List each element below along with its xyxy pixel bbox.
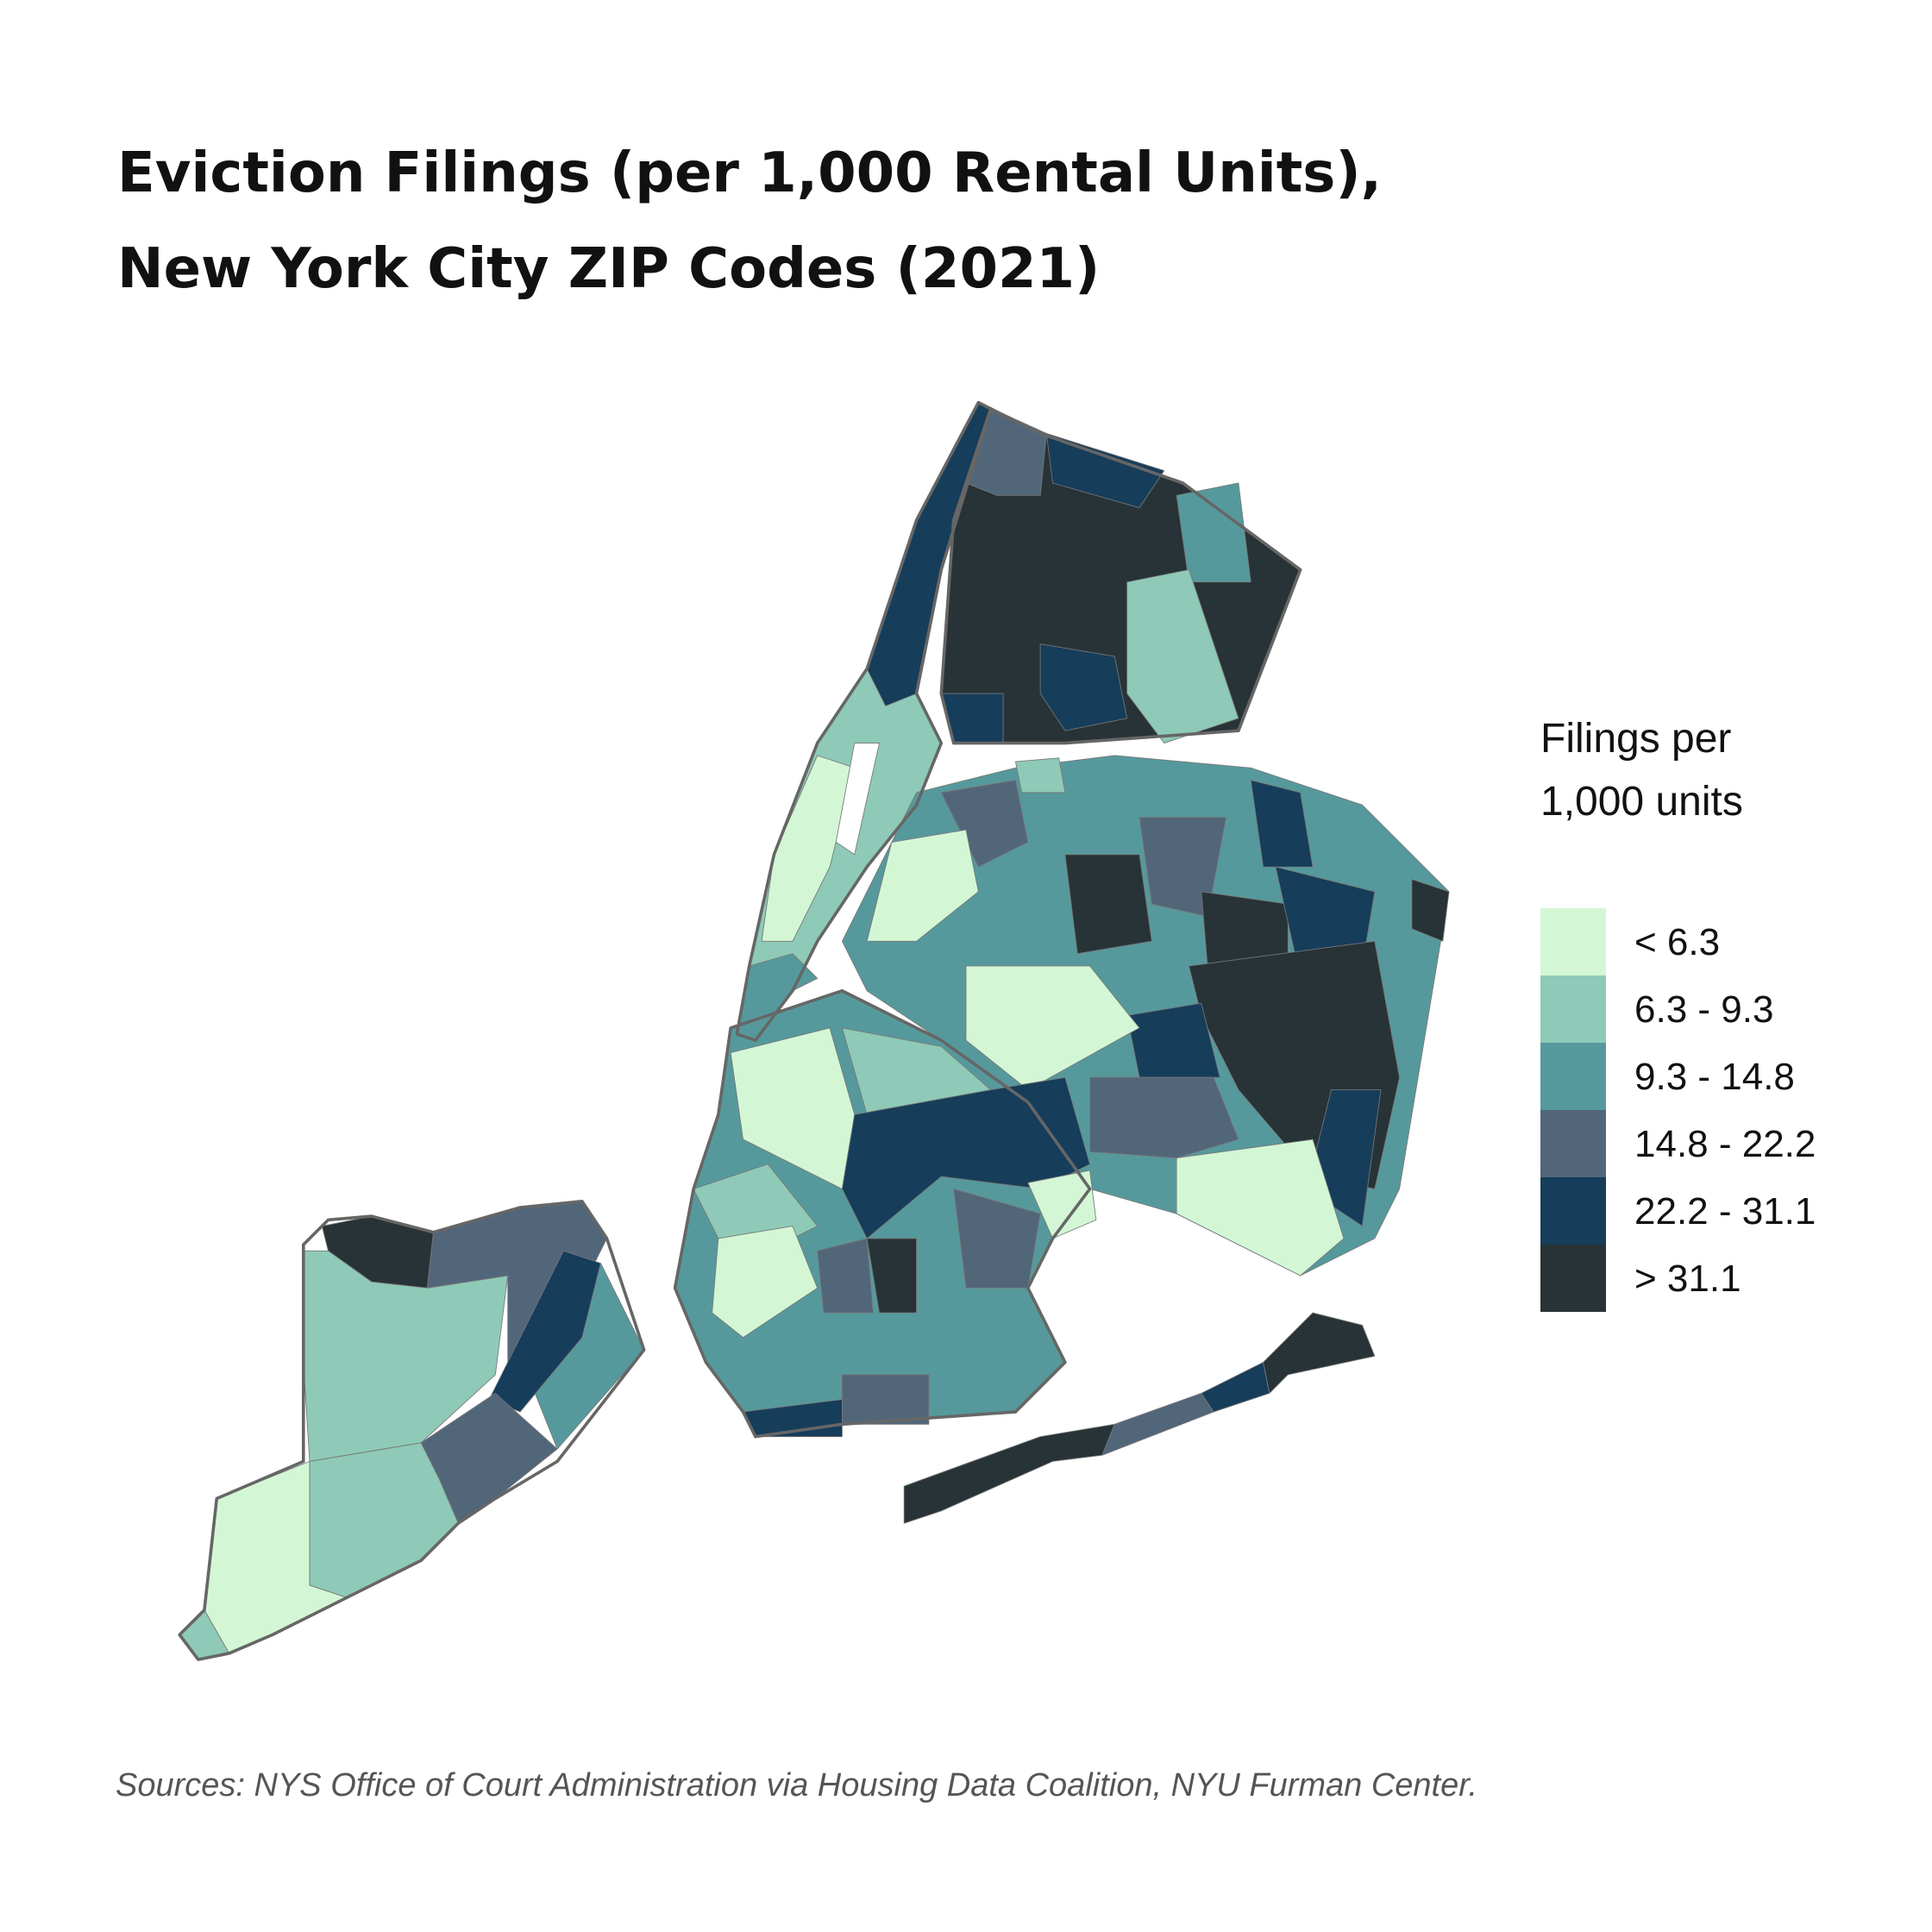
- zip-area: [1027, 1170, 1097, 1239]
- zip-area: [1015, 757, 1066, 794]
- legend-label: 6.3 - 9.3: [1634, 988, 1773, 1031]
- zip-area: [1039, 643, 1128, 731]
- zip-area: [841, 1374, 930, 1425]
- legend: < 6.3 6.3 - 9.3 9.3 - 14.8 14.8 - 22.2 22.2 …: [1540, 908, 1816, 1312]
- legend-swatch: [1540, 975, 1606, 1043]
- zip-area: [903, 1423, 1115, 1524]
- source: Sources: NYS Office of Court Administrat…: [116, 1767, 1477, 1803]
- zip-area: [761, 755, 856, 942]
- zip-area: [488, 1250, 601, 1413]
- zip-area: [1064, 854, 1152, 955]
- borough-outline: [178, 1200, 646, 1661]
- zip-area: [712, 1226, 819, 1339]
- zip-area: [965, 965, 1140, 1091]
- zip-area: [1101, 1392, 1214, 1456]
- zip-area: [1126, 1002, 1220, 1078]
- zip-area: [1201, 1362, 1270, 1413]
- zip-area: [1126, 569, 1239, 743]
- zip-area: [693, 1164, 819, 1239]
- zip-area: [1176, 482, 1251, 583]
- zip-area: [1176, 1138, 1345, 1276]
- legend-label: < 6.3: [1634, 921, 1720, 963]
- zip-area: [1411, 879, 1450, 942]
- legend-swatch: [1540, 1110, 1606, 1177]
- zip-area: [1045, 433, 1165, 509]
- borough-outline: [735, 400, 993, 1042]
- map: [178, 400, 1450, 1661]
- legend-swatch: [1540, 1245, 1606, 1312]
- zip-area: [1250, 780, 1314, 868]
- zip-area: [303, 1250, 509, 1462]
- borough-outline: [673, 988, 1092, 1439]
- zip-area: [866, 829, 979, 942]
- title-line: Eviction Filings (per 1,000 Rental Units…: [117, 141, 1382, 205]
- legend-swatch: [1540, 908, 1606, 975]
- legend-swatch: [1540, 1177, 1606, 1245]
- legend-label: > 31.1: [1634, 1258, 1741, 1300]
- zip-area: [817, 1238, 874, 1314]
- legend-label: 22.2 - 31.1: [1634, 1190, 1816, 1233]
- zip-area: [866, 1238, 917, 1314]
- zip-area: [1263, 1312, 1376, 1394]
- borough-outline: [939, 407, 1302, 745]
- zip-area: [1089, 1076, 1239, 1158]
- title-line: New York City ZIP Codes (2021): [117, 237, 1100, 301]
- legend-title: Filings per: [1540, 716, 1731, 762]
- legend-title: 1,000 units: [1540, 779, 1743, 825]
- legend-label: 9.3 - 14.8: [1634, 1056, 1795, 1098]
- legend-swatch: [1540, 1043, 1606, 1110]
- legend-label: 14.8 - 22.2: [1634, 1123, 1816, 1165]
- park: [835, 743, 880, 856]
